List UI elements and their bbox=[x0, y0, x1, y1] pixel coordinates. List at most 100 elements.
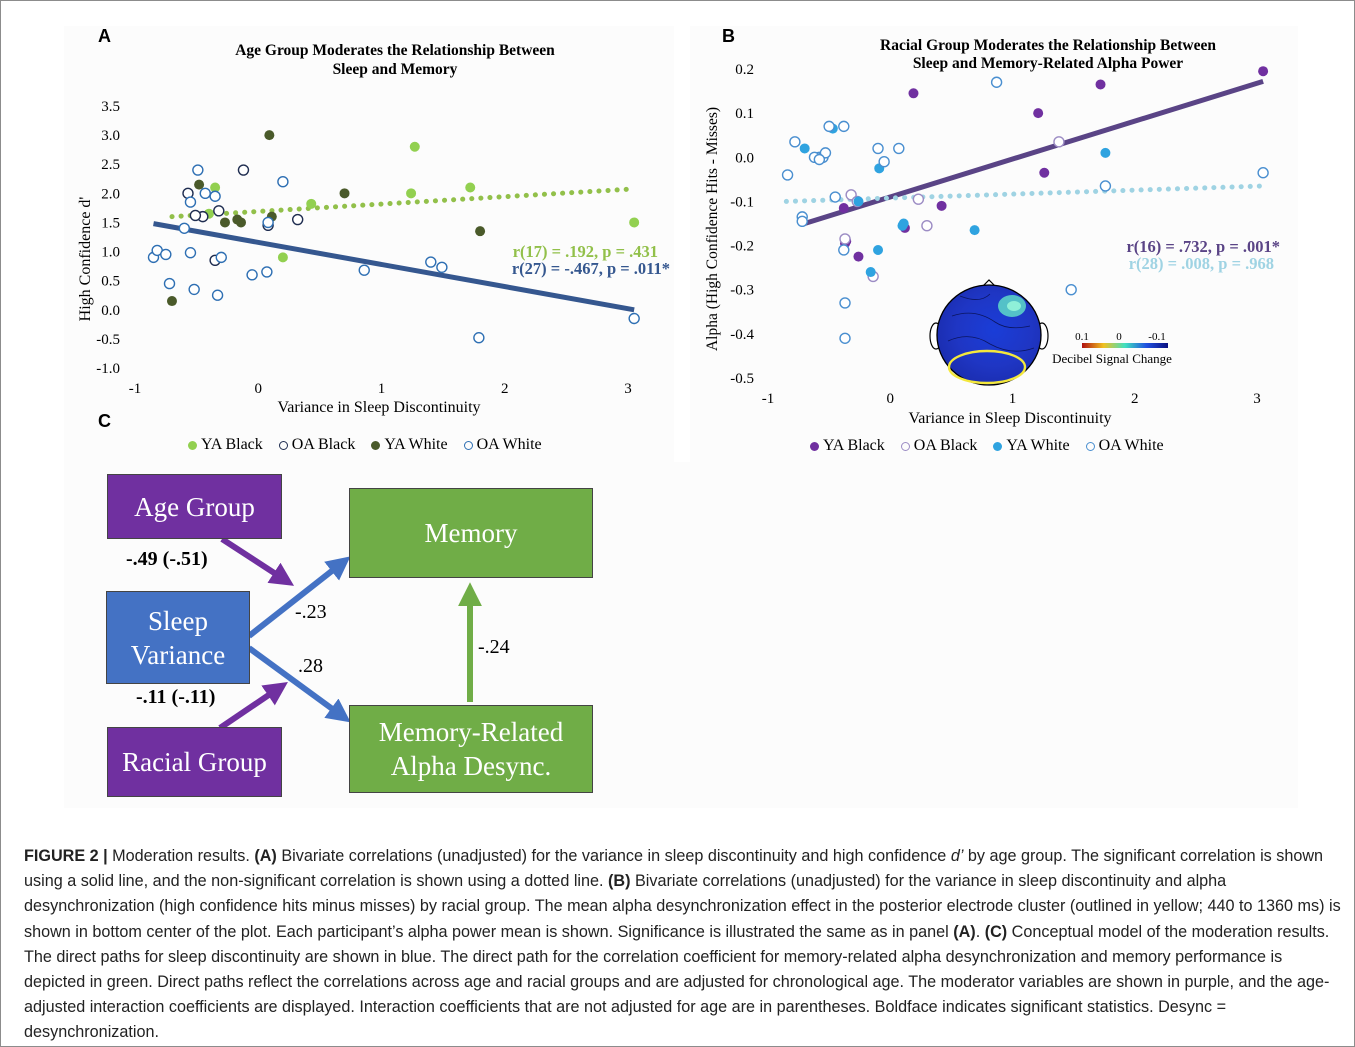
b-xtick-0: -1 bbox=[762, 391, 775, 407]
b-xtick-3: 2 bbox=[1131, 391, 1139, 407]
a-xtick-1: 0 bbox=[255, 381, 263, 397]
a-point-oa-black-3 bbox=[237, 164, 250, 176]
legend-b-oa-black-label: OA Black bbox=[913, 437, 978, 454]
arrow-race-to-path bbox=[218, 681, 288, 731]
caption-ref-a: (A) bbox=[254, 847, 277, 865]
b-point-oa-black-6 bbox=[1053, 136, 1065, 148]
panel-b-y-ticks: 0.2 0.1 0.0 -0.1 -0.2 -0.3 -0.4 -0.5 bbox=[730, 62, 754, 387]
legend-b-oa-white: OA White bbox=[1085, 437, 1164, 455]
b-point-ya-black-8 bbox=[936, 200, 947, 211]
b-point-ya-black-6 bbox=[853, 251, 864, 262]
head-frontal-highlight-inner bbox=[1007, 301, 1021, 311]
panel-b-letter: B bbox=[722, 26, 735, 46]
panel-b-stat-white: r(28) = .008, p = .968 bbox=[1129, 254, 1274, 273]
a-xtick-2: 1 bbox=[378, 381, 386, 397]
a-point-oa-white-3 bbox=[178, 222, 191, 234]
panel-c: Age Group Sleep Variance Racial Group Mem… bbox=[64, 462, 1298, 808]
caption-s5: . bbox=[975, 922, 985, 941]
racial-group-box: Racial Group bbox=[107, 727, 282, 797]
b-point-oa-white-0 bbox=[781, 169, 794, 181]
caption-s2: Bivariate correlations (unadjusted) for … bbox=[276, 847, 951, 865]
caption-dprime: d’ bbox=[950, 847, 964, 865]
a-point-oa-white-16 bbox=[425, 256, 437, 268]
b-ytick-7: -0.5 bbox=[730, 371, 754, 387]
panel-b-stat-black: r(16) = .732, p = .001* bbox=[1126, 237, 1280, 256]
caption-s1: Moderation results. bbox=[107, 847, 255, 865]
panel-a-stat-ya: r(17) = .192, p = .431 bbox=[513, 242, 658, 261]
a-point-oa-white-9 bbox=[215, 251, 227, 264]
figure-caption: FIGURE 2 | Moderation results. (A) Bivar… bbox=[24, 844, 1342, 1046]
a-xtick-3: 2 bbox=[501, 381, 509, 397]
coef-race: -.11 (-.11) bbox=[136, 686, 216, 708]
b-ytick-1: 0.1 bbox=[735, 106, 754, 122]
b-ytick-5: -0.3 bbox=[730, 283, 754, 299]
a-point-oa-white-21 bbox=[262, 216, 274, 229]
sleep-variance-box: Sleep Variance bbox=[106, 591, 250, 684]
legend-b-ya-white: YA White bbox=[993, 437, 1070, 455]
b-point-ya-black-2 bbox=[1095, 79, 1106, 90]
panel-a-letter: A bbox=[98, 26, 111, 46]
a-point-oa-white-6 bbox=[199, 187, 211, 200]
arrow-age-to-path bbox=[220, 536, 295, 586]
b-point-oa-white-19 bbox=[1257, 167, 1269, 179]
a-ytick-3: 2.0 bbox=[101, 186, 120, 202]
panel-a-title-line1: Age Group Moderates the Relationship Bet… bbox=[235, 42, 555, 59]
a-point-ya-white-5 bbox=[235, 217, 246, 228]
panel-a-y-ticks: 3.5 3.0 2.5 2.0 1.5 1.0 0.5 0.0 -0.5 -1.0 bbox=[96, 99, 120, 377]
legend-a-ya-black: YA Black bbox=[188, 436, 263, 454]
a-point-oa-white-7 bbox=[209, 190, 221, 202]
b-point-ya-black-0 bbox=[908, 88, 919, 99]
head-contour-1 bbox=[951, 312, 1031, 329]
colorbar-label: Decibel Signal Change bbox=[1052, 351, 1172, 366]
panel-a-trendlines bbox=[153, 186, 635, 313]
b-point-oa-white-13 bbox=[872, 142, 884, 155]
b-point-oa-white-17 bbox=[1065, 284, 1077, 296]
panel-c-letter: C bbox=[98, 411, 111, 431]
b-point-oa-white-1 bbox=[789, 136, 801, 148]
b-xtick-2: 1 bbox=[1009, 391, 1017, 407]
legend-a-oa-white-marker bbox=[463, 440, 473, 450]
b-point-oa-white-8 bbox=[829, 191, 841, 203]
b-point-oa-white-21 bbox=[813, 153, 826, 166]
a-point-oa-black-7 bbox=[189, 209, 202, 222]
a-point-oa-white-4 bbox=[184, 196, 197, 208]
b-point-oa-white-18 bbox=[1099, 180, 1112, 192]
caption-ref-a2: (A) bbox=[953, 922, 976, 941]
legend-a-ya-black-marker bbox=[188, 440, 197, 450]
legend-a-oa-white: OA White bbox=[463, 436, 542, 454]
memory-box: Memory bbox=[349, 488, 593, 578]
racial-group-label: Racial Group bbox=[122, 747, 267, 777]
a-point-oa-white-11 bbox=[163, 277, 176, 290]
caption-s3: by age group. The significant correlatio… bbox=[24, 847, 1324, 891]
panel-b-xlabel: Variance in Sleep Discontinuity bbox=[908, 410, 1111, 427]
legend-a-ya-white: YA White bbox=[371, 436, 448, 454]
b-point-ya-black-1 bbox=[1033, 108, 1044, 119]
b-trendline-white-dotted bbox=[783, 183, 1266, 204]
b-point-oa-white-3 bbox=[796, 215, 808, 227]
a-ytick-6: 0.5 bbox=[101, 274, 120, 290]
b-point-ya-white-6 bbox=[898, 218, 909, 229]
b-point-oa-black-4 bbox=[921, 220, 933, 232]
a-point-ya-white-1 bbox=[264, 130, 275, 141]
arrow-sleep-to-memory bbox=[247, 556, 351, 639]
panel-b-legend: YA Black OA Black YA White OA White bbox=[810, 437, 1164, 455]
legend-b-ya-white-label: YA White bbox=[1006, 437, 1070, 454]
a-point-oa-white-12 bbox=[277, 175, 289, 188]
b-trendline-black-solid bbox=[803, 78, 1264, 226]
a-point-ya-black-5 bbox=[465, 182, 476, 193]
panel-a-xlabel: Variance in Sleep Discontinuity bbox=[277, 399, 480, 416]
caption-figure-label: FIGURE 2 | bbox=[24, 847, 108, 865]
memory-label: Memory bbox=[424, 518, 518, 548]
b-point-oa-white-10 bbox=[839, 297, 851, 309]
panel-b-title-line2: Sleep and Memory-Related Alpha Power bbox=[913, 55, 1183, 72]
a-point-oa-white-19 bbox=[628, 312, 640, 325]
b-point-ya-white-1 bbox=[799, 143, 810, 154]
a-point-oa-white-14 bbox=[261, 266, 273, 278]
alpha-desync-label: Memory-Related Alpha Desync. bbox=[379, 715, 563, 783]
head-topomap: 0.1 0 -0.1 Decibel Signal Change bbox=[929, 279, 1172, 386]
a-point-ya-white-0 bbox=[194, 179, 205, 190]
legend-b-ya-black-label: YA Black bbox=[823, 437, 885, 454]
b-ytick-3: -0.1 bbox=[730, 194, 754, 210]
caption-ref-c: (C) bbox=[984, 922, 1008, 941]
head-contour-2 bbox=[947, 336, 1035, 352]
